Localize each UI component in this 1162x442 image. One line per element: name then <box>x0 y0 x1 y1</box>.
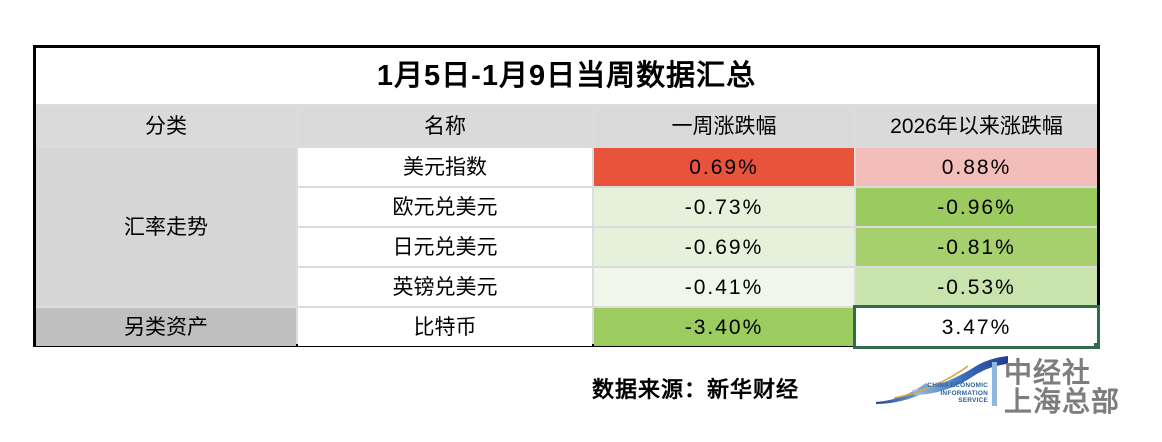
selected-cell-value: 3.47% <box>941 315 1012 339</box>
ytd-cell-gbpusd[interactable]: -0.53% <box>856 268 1097 306</box>
week-cell-usd-index[interactable]: 0.69% <box>594 148 854 186</box>
ytd-cell-bitcoin-selected[interactable]: 3.47% <box>853 305 1100 349</box>
logo-cn-text: 中经社 上海总部 <box>1004 357 1121 417</box>
week-cell-gbpusd[interactable]: -0.41% <box>594 268 854 306</box>
category-cell-alt-assets[interactable]: 另类资产 <box>36 308 296 346</box>
selection-fill-handle[interactable] <box>1092 341 1097 346</box>
table-title: 1月5日-1月9日当周数据汇总 <box>36 48 1097 104</box>
cels-logo: CHINA ECONOMIC INFORMATION SERVICE 中经社 上… <box>876 354 1142 420</box>
week-cell-bitcoin[interactable]: -3.40% <box>594 308 854 346</box>
summary-table-grid: 1月5日-1月9日当周数据汇总 分类 名称 一周涨跌幅 2026年以来涨跌幅 汇… <box>36 48 1100 349</box>
name-cell-usd-index[interactable]: 美元指数 <box>298 148 592 186</box>
column-header-ytd-change: 2026年以来涨跌幅 <box>856 106 1097 146</box>
category-cell-fx-trend[interactable]: 汇率走势 <box>36 148 296 306</box>
logo-en-text: CHINA ECONOMIC INFORMATION SERVICE <box>927 382 988 404</box>
week-cell-jpyusd[interactable]: -0.69% <box>594 228 854 266</box>
summary-table: 1月5日-1月9日当周数据汇总 分类 名称 一周涨跌幅 2026年以来涨跌幅 汇… <box>33 45 1100 349</box>
name-cell-bitcoin[interactable]: 比特币 <box>298 308 592 346</box>
column-header-week-change: 一周涨跌幅 <box>594 106 854 146</box>
week-cell-eurusd[interactable]: -0.73% <box>594 188 854 226</box>
ytd-cell-jpyusd[interactable]: -0.81% <box>856 228 1097 266</box>
column-header-name: 名称 <box>298 106 592 146</box>
column-header-category: 分类 <box>36 106 296 146</box>
logo-swoosh-icon <box>876 356 1008 404</box>
name-cell-jpyusd[interactable]: 日元兑美元 <box>298 228 592 266</box>
name-cell-gbpusd[interactable]: 英镑兑美元 <box>298 268 592 306</box>
data-source-label: 数据来源：新华财经 <box>592 377 800 402</box>
ytd-cell-eurusd[interactable]: -0.96% <box>856 188 1097 226</box>
logo-divider-bar <box>992 362 997 406</box>
name-cell-eurusd[interactable]: 欧元兑美元 <box>298 188 592 226</box>
ytd-cell-usd-index[interactable]: 0.88% <box>856 148 1097 186</box>
